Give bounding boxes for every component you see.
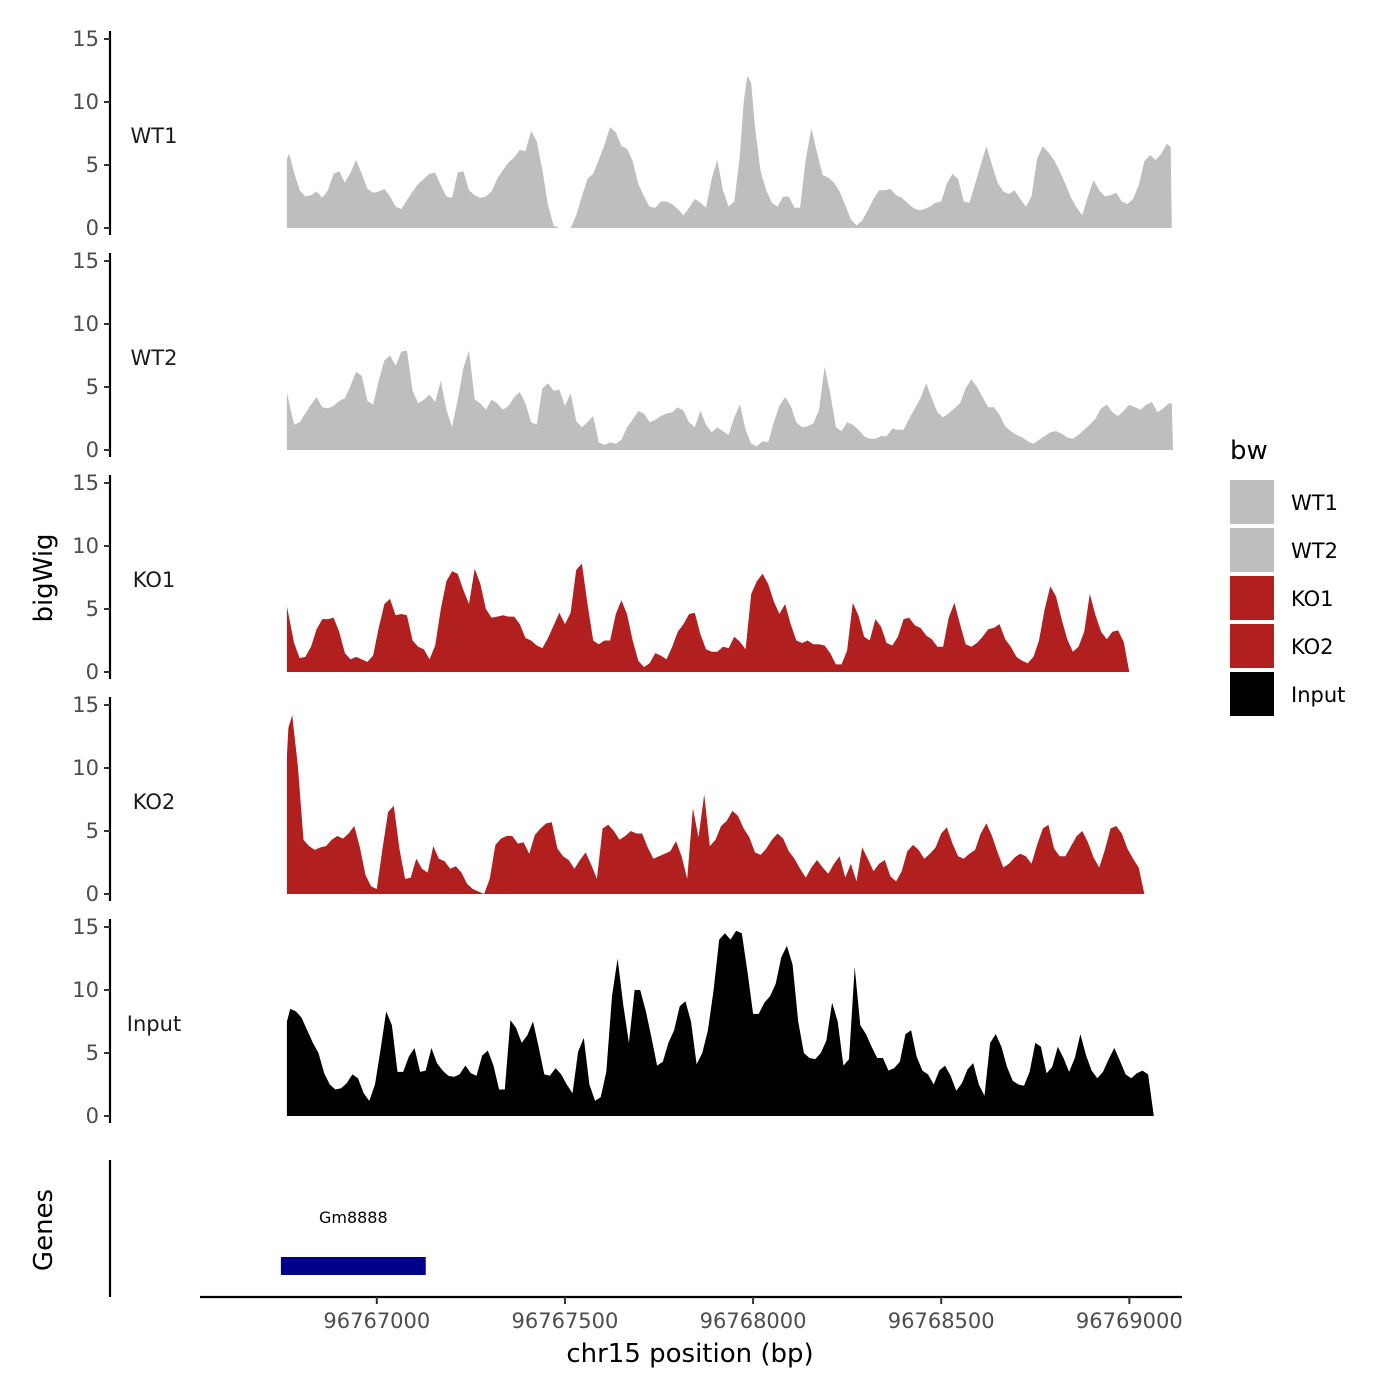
track-panel-input: 0 5 10 15 Input <box>72 915 1154 1128</box>
x-tick-label: 96769000 <box>1076 1309 1183 1333</box>
y-tick-label: 5 <box>86 375 99 399</box>
y-axis-title: bigWig <box>29 533 59 622</box>
gene-label: Gm8888 <box>319 1208 388 1227</box>
legend-key-wt2 <box>1230 528 1274 572</box>
x-axis-title: chr15 position (bp) <box>566 1339 813 1369</box>
track-panel-ko1: 0 5 10 15 KO1 <box>72 471 1130 684</box>
track-panel-wt1: 0 5 10 15 WT1 <box>72 27 1172 240</box>
legend-label-wt1: WT1 <box>1291 491 1338 515</box>
track-panel-wt2: 0 5 10 15 WT2 <box>72 249 1173 462</box>
y-tick-label: 0 <box>86 216 99 240</box>
y-tick-label: 0 <box>86 1104 99 1128</box>
legend-key-input <box>1230 672 1274 716</box>
y-tick-label: 0 <box>86 882 99 906</box>
y-tick-label: 10 <box>72 978 99 1002</box>
tracks-layer: 0 5 10 15 WT1 0 5 10 15 WT2 0 5 10 15 KO1 0 5 10 15 KO2 0 5 10… <box>72 27 1173 1128</box>
gene-body-gm8888 <box>280 1257 426 1275</box>
signal-area-ko2 <box>286 715 1145 894</box>
y-tick-label: 5 <box>86 1041 99 1065</box>
legend-key-wt1 <box>1230 480 1274 524</box>
track-label-wt1: WT1 <box>131 124 178 148</box>
y-tick-label: 0 <box>86 438 99 462</box>
legend-label-ko1: KO1 <box>1291 587 1334 611</box>
y-tick-label: 10 <box>72 756 99 780</box>
track-label-wt2: WT2 <box>131 346 178 370</box>
genes-axis-title: Genes <box>29 1189 59 1271</box>
y-tick-label: 15 <box>72 27 99 51</box>
legend-key-ko2 <box>1230 624 1274 668</box>
y-tick-label: 15 <box>72 915 99 939</box>
track-label-ko1: KO1 <box>133 568 176 592</box>
legend-label-ko2: KO2 <box>1291 635 1334 659</box>
y-tick-label: 10 <box>72 534 99 558</box>
track-panel-ko2: 0 5 10 15 KO2 <box>72 693 1145 906</box>
track-label-ko2: KO2 <box>133 790 176 814</box>
legend-title: bw <box>1230 436 1268 466</box>
x-tick-label: 96767000 <box>323 1309 430 1333</box>
track-label-input: Input <box>127 1012 181 1036</box>
y-tick-label: 5 <box>86 819 99 843</box>
x-tick-label: 96768000 <box>700 1309 807 1333</box>
x-tick-label: 96768500 <box>888 1309 995 1333</box>
y-tick-label: 10 <box>72 312 99 336</box>
y-tick-label: 15 <box>72 249 99 273</box>
signal-area-wt2 <box>286 350 1173 450</box>
y-tick-label: 15 <box>72 471 99 495</box>
signal-area-wt1 <box>286 75 1172 228</box>
x-tick-label: 96767500 <box>512 1309 619 1333</box>
legend-key-ko1 <box>1230 576 1274 620</box>
genes-panel: Gm8888 <box>108 1160 426 1297</box>
legend: bw WT1 WT2 KO1 KO2 Input <box>1230 436 1345 716</box>
signal-area-input <box>286 930 1154 1116</box>
y-tick-label: 5 <box>86 153 99 177</box>
y-tick-label: 10 <box>72 90 99 114</box>
y-tick-label: 15 <box>72 693 99 717</box>
legend-label-wt2: WT2 <box>1291 539 1338 563</box>
legend-label-input: Input <box>1291 683 1345 707</box>
y-tick-label: 5 <box>86 597 99 621</box>
x-axis: 96767000 96767500 96768000 96768500 96769000 <box>200 1295 1183 1333</box>
y-tick-label: 0 <box>86 660 99 684</box>
signal-area-ko1 <box>286 563 1130 672</box>
